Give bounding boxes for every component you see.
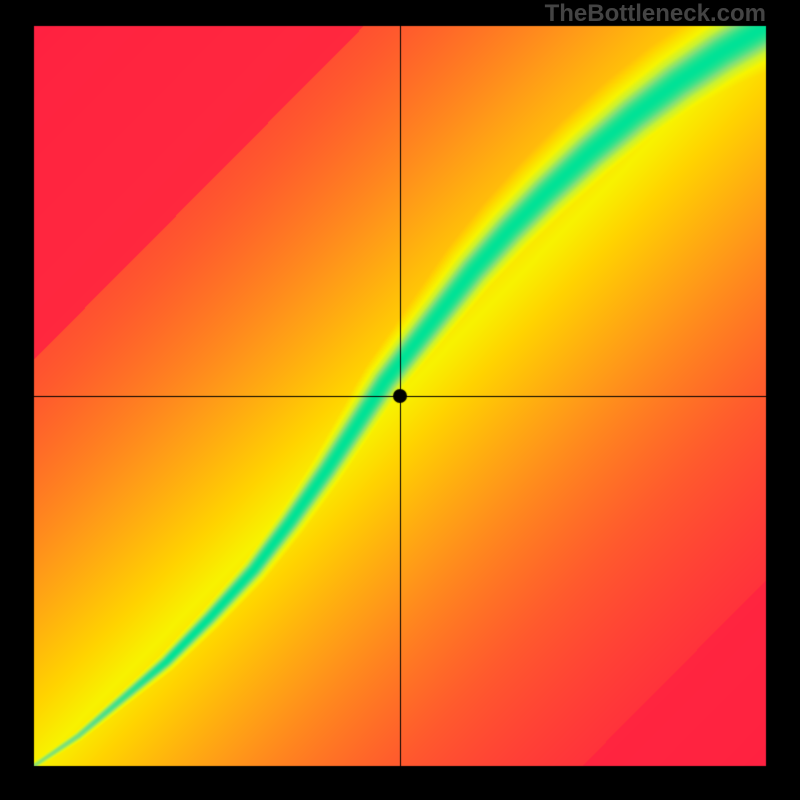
watermark-text: TheBottleneck.com <box>545 0 766 28</box>
bottleneck-heatmap-canvas <box>0 0 800 800</box>
chart-container: TheBottleneck.com <box>0 0 800 800</box>
